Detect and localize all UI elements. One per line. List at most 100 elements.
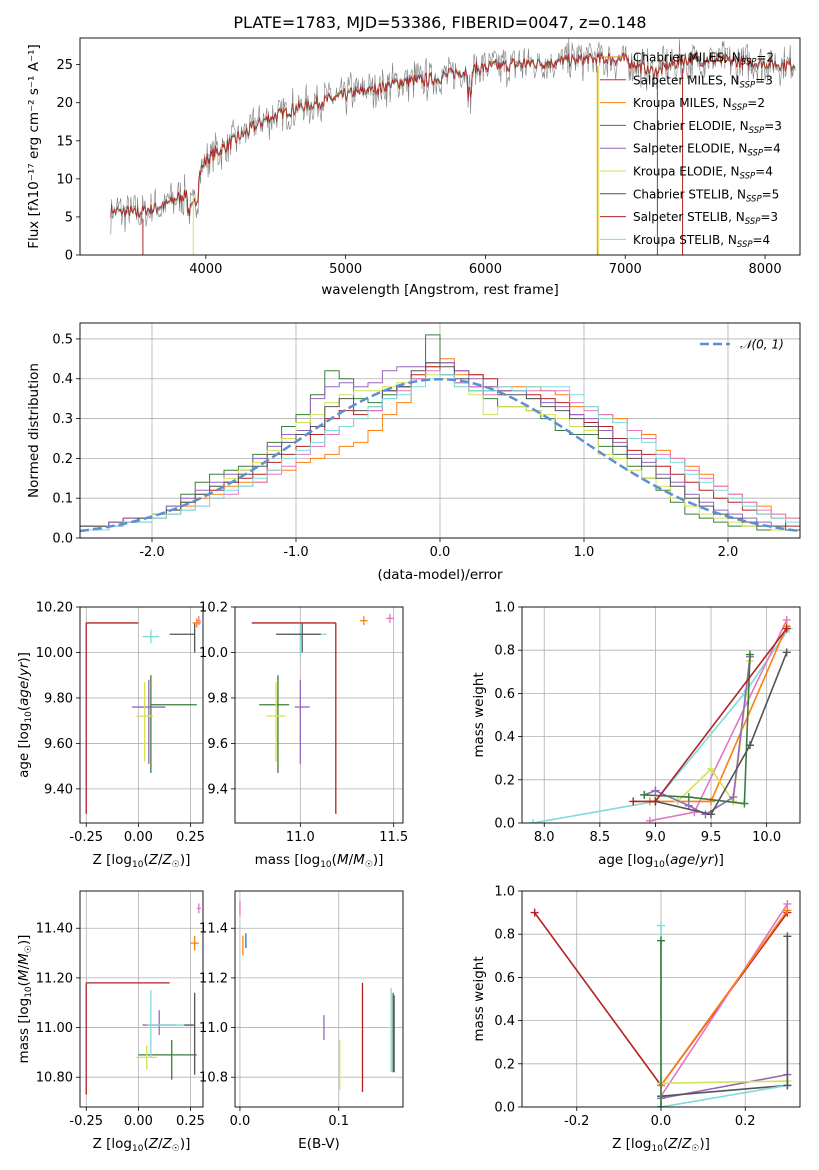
- mass-weight-series: [644, 656, 751, 816]
- data-point-marker: [740, 689, 749, 698]
- data-point-marker: [707, 765, 716, 773]
- y-tick-label: 10.00: [36, 646, 73, 661]
- panel-massweight-vs-z: -0.2 0.0 0.2 0.0 0.2 0.4 0.6 0.8 1.0 Z [log10(Z/Z…: [471, 885, 801, 1154]
- y-tick-label: 10.80: [36, 1071, 73, 1086]
- plot-area: [239, 900, 395, 1093]
- plot-area: [110, 38, 796, 255]
- x-axis-label: wavelength [Angstrom, rest frame]: [321, 282, 559, 298]
- x-tick-label: 5000: [329, 262, 362, 277]
- y-tick-label: 0: [65, 249, 73, 264]
- x-tick-label: 0.00: [124, 830, 153, 845]
- histogram-series: [80, 362, 800, 531]
- y-tick-label: 1.0: [494, 601, 515, 616]
- y-tick-label: 0.2: [494, 773, 515, 788]
- axes-frame: [521, 606, 801, 824]
- x-tick-label: 0.0: [651, 1114, 672, 1129]
- y-tick-label: 0.8: [494, 928, 515, 943]
- data-point-marker: [745, 741, 754, 750]
- plot-area: [80, 334, 800, 533]
- data-point-marker: [740, 799, 749, 808]
- plot-area: [251, 613, 394, 814]
- axes-frame: [234, 606, 404, 824]
- y-tick-label: 0.0: [52, 532, 73, 547]
- y-tick-label: 0.4: [494, 730, 515, 745]
- y-tick-label: 11.4: [199, 922, 228, 937]
- axes-frame: [234, 890, 404, 1108]
- mass-weight-series: [660, 1080, 788, 1084]
- x-tick-label: 9.5: [701, 830, 722, 845]
- data-point-marker: [684, 793, 693, 802]
- y-tick-label: 10.2: [199, 601, 228, 616]
- y-tick-label: 0.5: [52, 332, 73, 347]
- y-tick-label: 9.4: [207, 782, 228, 797]
- y-tick-label: 9.80: [44, 691, 73, 706]
- legend-label: Salpeter MILES, NSSP=3: [633, 73, 773, 90]
- plot-area: [530, 899, 792, 1107]
- panel-massweight-vs-age: 8.0 8.5 9.0 9.5 10.0 0.0 0.2 0.4 0.6 0.8 1.0 age [l…: [471, 601, 801, 870]
- data-point-marker: [690, 808, 699, 817]
- mass-weight-series: [649, 626, 788, 803]
- x-tick-label: 2.0: [718, 545, 739, 560]
- data-point-marker: [782, 624, 791, 633]
- mass-weight-series: [633, 628, 788, 803]
- data-point-marker: [745, 650, 754, 659]
- y-tick-label: 11.2: [199, 971, 228, 986]
- x-axis-label: Z [log10(Z/Z☉)]: [93, 852, 191, 870]
- x-axis-label: Z [log10(Z/Z☉)]: [612, 1136, 710, 1154]
- y-tick-label: 10: [56, 172, 73, 187]
- figure-title: PLATE=1783, MJD=53386, FIBERID=0047, z=0…: [233, 13, 646, 32]
- y-tick-label: 11.20: [36, 971, 73, 986]
- legend-label: Kroupa ELODIE, NSSP=4: [633, 165, 773, 182]
- data-point-marker: [651, 786, 660, 795]
- data-point-marker: [782, 648, 791, 657]
- y-axis-label: mass [log10(M/M☉)]: [16, 935, 34, 1064]
- y-tick-label: 0.6: [494, 971, 515, 986]
- y-tick-label: 10.20: [36, 601, 73, 616]
- mass-weight-series: [660, 903, 789, 1097]
- y-tick-label: 0.6: [494, 687, 515, 702]
- x-axis-label: mass [log10(M/M☉)]: [255, 852, 384, 870]
- y-tick-label: 0.1: [52, 492, 73, 507]
- panel-spectrum: 4000 5000 6000 7000 8000 0 5 10 15 20 25 wavelength…: [26, 37, 801, 298]
- legend-label: Chabrier ELODIE, NSSP=3: [633, 119, 782, 136]
- x-tick-label: 7000: [609, 262, 642, 277]
- x-tick-label: -0.25: [69, 1114, 103, 1129]
- y-tick-label: 9.6: [207, 737, 228, 752]
- data-point-marker: [629, 797, 638, 806]
- mass-weight-series: [660, 1084, 788, 1097]
- x-tick-label: 8000: [749, 262, 782, 277]
- data-point-marker: [530, 908, 539, 917]
- data-point-marker: [640, 790, 649, 799]
- data-point-marker: [645, 816, 654, 823]
- panel-mass-vs-ebv: 0.0 0.1 10.8 11.0 11.2 11.4 E(B-V): [199, 890, 404, 1152]
- y-axis-label: age [log10(age/yr)]: [16, 652, 34, 778]
- x-axis-label: (data-model)/error: [377, 567, 503, 583]
- spectrum-data-line: [110, 38, 796, 235]
- mass-weight-series: [644, 654, 751, 805]
- y-tick-label: 0.3: [52, 412, 73, 427]
- legend-label: Chabrier MILES, NSSP=2: [633, 51, 774, 68]
- x-tick-label: 0.1: [328, 1114, 349, 1129]
- x-axis-label: E(B-V): [298, 1136, 340, 1152]
- plot-area: [529, 615, 793, 823]
- axes-frame: [79, 37, 801, 256]
- data-point-marker: [783, 932, 792, 941]
- data-point-marker: [783, 1081, 792, 1090]
- x-axis-label: Z [log10(Z/Z☉)]: [93, 1136, 191, 1154]
- data-point-marker: [657, 921, 665, 930]
- x-tick-label: -0.2: [564, 1114, 589, 1129]
- y-tick-label: 1.0: [494, 885, 515, 900]
- y-tick-label: 0.2: [52, 452, 73, 467]
- y-tick-label: 9.60: [44, 737, 73, 752]
- x-tick-label: 10.0: [752, 830, 781, 845]
- axes-frame: [79, 322, 801, 539]
- x-tick-label: 6000: [469, 262, 502, 277]
- y-axis-label: Normed distribution: [26, 363, 42, 498]
- legend-label: Salpeter STELIB, NSSP=3: [633, 210, 778, 227]
- y-tick-label: 10.8: [199, 1071, 228, 1086]
- y-tick-label: 0.0: [494, 1101, 515, 1116]
- x-tick-label: 0.00: [124, 1114, 153, 1129]
- axes-frame: [79, 890, 204, 1108]
- y-tick-label: 11.00: [36, 1021, 73, 1036]
- mass-weight-series: [660, 909, 789, 1086]
